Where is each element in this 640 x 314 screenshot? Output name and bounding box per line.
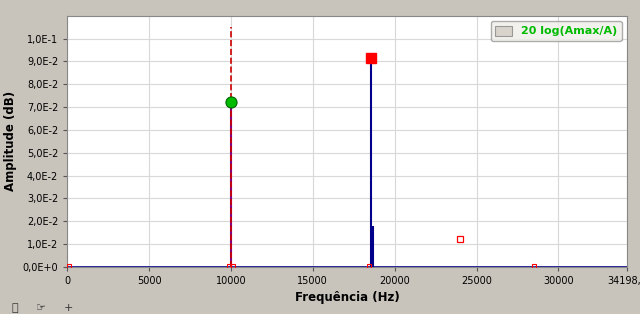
Legend: 20 log(Amax/A): 20 log(Amax/A) [491, 21, 621, 41]
Y-axis label: Amplitude (dB): Amplitude (dB) [4, 91, 17, 191]
Text: ☞: ☞ [36, 303, 46, 313]
Text: ⌕: ⌕ [11, 303, 18, 313]
Text: +: + [63, 303, 73, 313]
X-axis label: Frequência (Hz): Frequência (Hz) [295, 291, 399, 305]
